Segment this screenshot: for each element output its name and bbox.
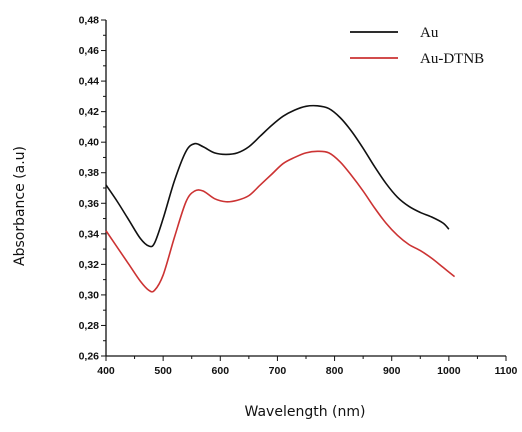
x-tick-label: 600 (212, 365, 230, 377)
y-tick-label: 0,26 (79, 351, 100, 363)
legend-label-au-dtnb: Au-DTNB (420, 51, 484, 67)
y-tick-label: 0,34 (79, 228, 100, 240)
x-tick-label: 500 (154, 365, 172, 377)
legend: Au Au-DTNB (350, 25, 484, 67)
y-tick-label: 0,32 (79, 259, 100, 271)
y-tick-label: 0,48 (79, 15, 100, 27)
y-tick-label: 0,40 (79, 137, 100, 149)
axes (105, 20, 506, 357)
x-tick-label: 1100 (495, 365, 518, 377)
series-line-au-dtnb (105, 150, 456, 293)
y-tick-label: 0,46 (79, 45, 100, 57)
y-tick-label: 0,38 (79, 167, 100, 179)
ticks: 0,26 0,28 0,30 0,32 0,34 0,36 0,38 0,40 0,42 0,44… (79, 15, 518, 378)
y-tick-label: 0,42 (79, 106, 100, 118)
x-tick-label: 1000 (437, 365, 461, 377)
legend-label-au: Au (420, 25, 439, 41)
y-tick-label: 0,36 (79, 198, 100, 210)
y-tick-label: 0,44 (79, 76, 100, 88)
x-tick-label: 800 (326, 365, 344, 377)
y-tick-label: 0,28 (79, 320, 100, 332)
series-lines (105, 104, 456, 293)
series-line-au (105, 104, 450, 248)
x-tick-label: 900 (383, 365, 401, 377)
y-axis-title: Absorbance (a.u) (12, 146, 28, 266)
x-tick-label: 400 (97, 365, 115, 377)
x-tick-label: 700 (269, 365, 287, 377)
y-tick-label: 0,30 (79, 289, 100, 301)
x-axis-title: Wavelength (nm) (245, 404, 366, 420)
